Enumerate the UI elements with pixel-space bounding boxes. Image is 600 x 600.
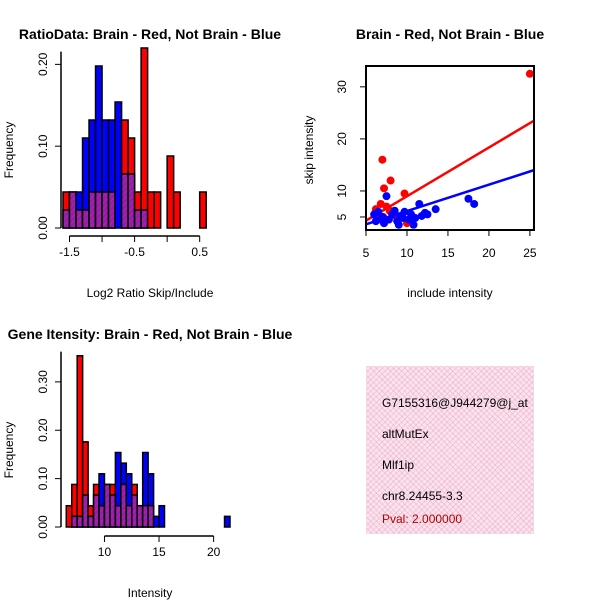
x-tick-label: 15: [152, 545, 166, 559]
brain-bar: [65, 504, 73, 528]
y-tick-label: 0.00: [36, 515, 50, 539]
x-tick-label: 5: [363, 246, 370, 260]
overlap-bar: [87, 515, 95, 528]
y-tick-label: 0.00: [36, 216, 50, 240]
not-brain-point: [380, 219, 389, 228]
not-brain-bar: [152, 515, 160, 528]
not-brain-bar: [158, 504, 166, 528]
not-brain-point: [390, 206, 399, 215]
x-axis-label: Log2 Ratio Skip/Include: [87, 286, 214, 300]
overlap-bar: [140, 209, 149, 229]
brain-bar: [153, 191, 162, 229]
y-tick-label: 0.30: [36, 370, 50, 394]
overlap-bar: [114, 504, 122, 528]
overlap-bar: [88, 191, 97, 229]
not-brain-point: [423, 210, 432, 219]
brain-point: [525, 69, 534, 78]
y-tick-label: 30: [335, 80, 349, 94]
overlap-bar: [62, 209, 71, 229]
overlap-bar: [81, 209, 90, 229]
brain-fit-line: [366, 119, 534, 222]
overlap-bar: [81, 494, 89, 528]
y-tick-label: 10: [335, 184, 349, 198]
brain-bar: [140, 47, 149, 229]
y-tick-label: 5: [335, 213, 349, 220]
x-tick-label: 10: [400, 246, 414, 260]
event-type: altMutEx: [382, 427, 429, 441]
overlap-bar: [136, 504, 144, 528]
chart-title: Brain - Red, Not Brain - Blue: [356, 26, 544, 42]
not-brain-point: [382, 192, 391, 201]
intensity-histogram-panel: 0.00 0.10 0.20 0.30 10 15 20 Intensity Frequency…: [2, 326, 293, 600]
intensity-scatter-panel: 5 10 15 20 25 5 10 20 30 include intensity skip in…: [302, 26, 544, 300]
p-value: Pval: 2.000000: [382, 512, 463, 526]
y-tick-label: 0.20: [36, 418, 50, 442]
plot-frame: [365, 65, 535, 231]
info-box: G7155316@J944279@j_at altMutEx Mlf1ip ch…: [366, 366, 534, 534]
not-brain-point: [409, 220, 418, 229]
probe-id: G7155316@J944279@j_at: [382, 396, 528, 410]
scatter-marks: [366, 69, 534, 229]
y-tick-label: 0.10: [36, 134, 50, 158]
y-tick-label: 0.20: [36, 52, 50, 76]
chart-title: Gene Itensity: Brain - Red, Not Brain - …: [8, 326, 293, 342]
overlap-bar: [101, 191, 110, 229]
locus: chr8.24455-3.3: [382, 489, 463, 503]
y-axis-label: Frequency: [2, 422, 16, 479]
overlap-bar: [127, 173, 136, 229]
not-brain-point: [394, 220, 403, 229]
not-brain-point: [411, 214, 420, 223]
x-tick-label: 15: [441, 246, 455, 260]
overlap-bar: [109, 494, 117, 528]
overlap-bar: [75, 209, 84, 229]
brain-bar: [166, 155, 175, 229]
brain-point: [380, 184, 389, 193]
overlap-bar: [125, 504, 133, 528]
brain-bar: [172, 191, 181, 229]
not-brain-point: [431, 205, 440, 214]
not-brain-point: [470, 199, 479, 208]
overlap-bar: [120, 173, 129, 229]
brain-point: [378, 155, 387, 164]
overlap-bar: [68, 191, 77, 229]
y-axis-label: skip intensity: [302, 116, 316, 185]
overlap-bar: [103, 483, 111, 528]
x-axis-label: Intensity: [128, 586, 173, 600]
overlap-bar: [120, 483, 128, 528]
overlap-bar: [98, 504, 106, 528]
overlap-bar: [141, 504, 149, 528]
brain-bar: [146, 191, 155, 229]
x-tick-label: 20: [207, 545, 221, 559]
ratio-histogram-panel: 0.00 0.10 0.20 -1.5 -0.5 0.5 Log2 Ratio Skip/I…: [2, 26, 281, 300]
gene-name: Mlf1ip: [382, 458, 415, 472]
brain-point: [386, 176, 395, 185]
brain-bar: [198, 191, 207, 229]
overlap-bar: [76, 515, 84, 528]
x-tick-label: 10: [98, 545, 112, 559]
x-tick-label: 0.5: [191, 245, 208, 259]
y-tick-label: 0.10: [36, 467, 50, 491]
not-brain-bar: [114, 101, 123, 229]
not-brain-bar: [223, 515, 231, 528]
y-axis-label: Frequency: [2, 122, 16, 179]
overlap-bar: [94, 191, 103, 229]
not-brain-point: [398, 214, 407, 223]
not-brain-point: [464, 194, 473, 203]
x-axis-label: include intensity: [407, 286, 492, 300]
x-tick-label: 25: [523, 246, 537, 260]
y-tick-label: 20: [335, 132, 349, 146]
overlap-bar: [92, 494, 100, 528]
overlap-bar: [133, 209, 142, 229]
overlap-bar: [131, 494, 138, 528]
x-tick-label: -0.5: [124, 245, 145, 259]
overlap-bar: [147, 504, 155, 528]
brain-bar: [76, 354, 84, 528]
overlap-bar: [107, 191, 116, 229]
not-brain-fit-line: [366, 168, 534, 226]
overlap-bar: [70, 515, 78, 528]
x-tick-label: -1.5: [59, 245, 80, 259]
x-tick-label: 20: [482, 246, 496, 260]
chart-title: RatioData: Brain - Red, Not Brain - Blue: [19, 26, 281, 42]
